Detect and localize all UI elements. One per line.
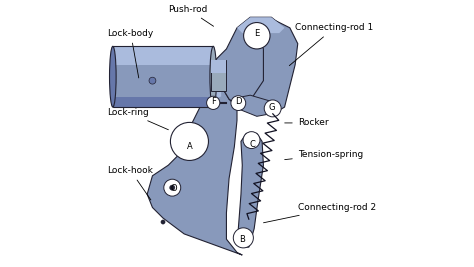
Text: G: G	[268, 103, 274, 112]
Text: Lock-body: Lock-body	[108, 29, 154, 78]
Polygon shape	[113, 57, 213, 96]
Circle shape	[243, 132, 260, 148]
Circle shape	[161, 220, 165, 224]
Polygon shape	[210, 60, 227, 73]
Text: Connecting-rod 1: Connecting-rod 1	[289, 23, 374, 66]
Text: C: C	[250, 140, 256, 148]
Text: Lock-hook: Lock-hook	[108, 166, 154, 200]
Polygon shape	[210, 60, 227, 91]
Text: F: F	[211, 97, 216, 106]
Circle shape	[231, 96, 246, 111]
Ellipse shape	[109, 46, 116, 107]
Polygon shape	[147, 78, 242, 255]
Text: Rocker: Rocker	[285, 119, 328, 127]
Text: O: O	[170, 184, 177, 194]
Polygon shape	[258, 20, 279, 28]
Polygon shape	[242, 20, 298, 115]
Polygon shape	[113, 46, 213, 65]
Circle shape	[264, 100, 281, 117]
Polygon shape	[237, 17, 284, 33]
Text: Connecting-rod 2: Connecting-rod 2	[264, 203, 376, 223]
Circle shape	[149, 77, 156, 84]
Circle shape	[171, 122, 209, 160]
Circle shape	[233, 228, 254, 248]
Circle shape	[164, 179, 181, 196]
Polygon shape	[216, 17, 290, 110]
Text: Push-rod: Push-rod	[168, 5, 214, 26]
Text: A: A	[187, 142, 192, 151]
Polygon shape	[210, 86, 221, 99]
Circle shape	[244, 22, 270, 49]
Circle shape	[207, 96, 220, 109]
Polygon shape	[237, 95, 273, 116]
Text: Tension-spring: Tension-spring	[285, 150, 363, 160]
Text: Lock-ring: Lock-ring	[108, 108, 168, 130]
Text: D: D	[235, 97, 242, 106]
Text: B: B	[239, 235, 245, 244]
Ellipse shape	[210, 46, 217, 107]
Text: E: E	[254, 29, 259, 38]
Bar	[113, 46, 213, 107]
Polygon shape	[113, 91, 213, 107]
Polygon shape	[238, 134, 264, 247]
Circle shape	[170, 185, 175, 190]
